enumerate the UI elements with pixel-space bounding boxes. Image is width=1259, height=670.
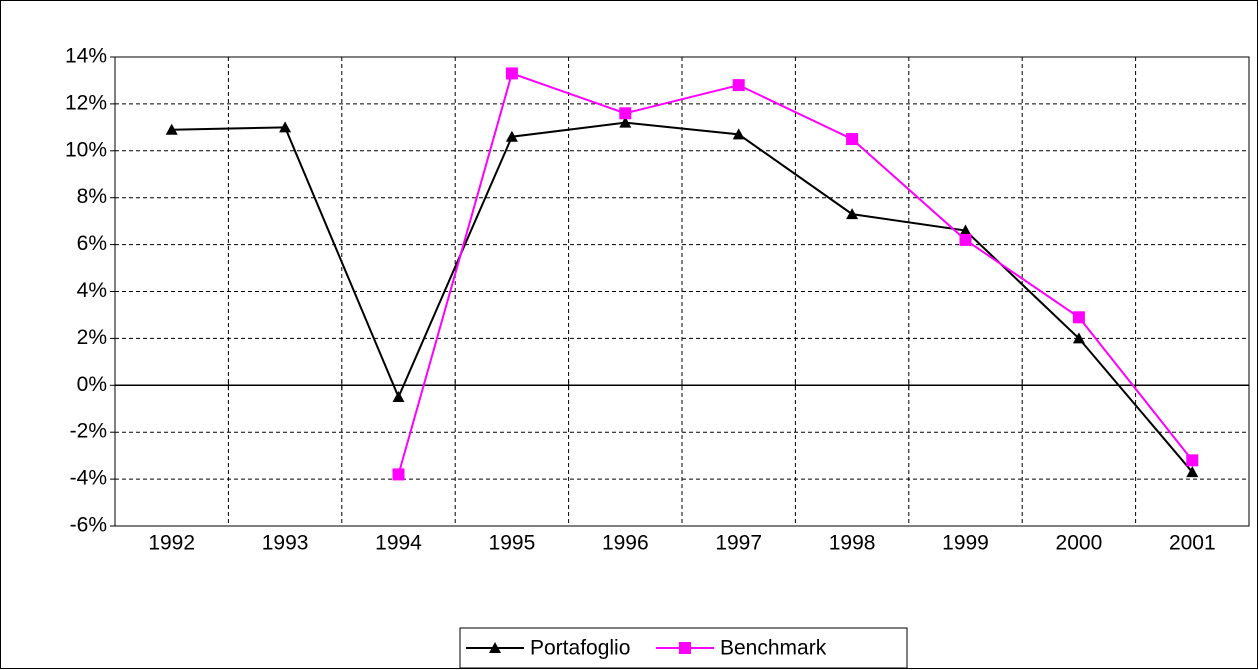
y-tick-label: 6% <box>77 232 107 255</box>
x-tick-label: 1996 <box>602 532 649 555</box>
data-point <box>732 128 745 140</box>
y-tick-label: -2% <box>70 420 107 443</box>
x-tick-label: 1997 <box>715 532 762 555</box>
plot-area <box>114 56 1250 527</box>
y-tick-label: 2% <box>77 326 107 349</box>
legend-label: Portafoglio <box>530 637 630 660</box>
y-tick-label: 10% <box>65 138 107 161</box>
y-tick-label: -4% <box>70 467 107 490</box>
y-tick-label: 4% <box>77 279 107 302</box>
x-tick-label: 1995 <box>489 532 536 555</box>
data-point <box>619 116 632 128</box>
legend-label: Benchmark <box>720 637 827 660</box>
y-tick-label: 0% <box>77 373 107 396</box>
y-tick-label: 8% <box>77 185 107 208</box>
x-tick-label: 2000 <box>1056 532 1103 555</box>
data-point <box>846 133 859 146</box>
data-point <box>619 107 632 120</box>
data-point <box>846 208 859 220</box>
x-tick-label: 2001 <box>1169 532 1216 555</box>
data-point <box>732 79 745 92</box>
data-point <box>1072 311 1085 324</box>
y-tick-label: -6% <box>70 514 107 537</box>
data-point <box>505 67 518 80</box>
x-tick-label: 1994 <box>375 532 422 555</box>
data-point <box>392 391 405 403</box>
data-point <box>1186 454 1199 467</box>
data-point <box>959 233 972 246</box>
y-tick-label: 14% <box>65 45 107 68</box>
data-point <box>1186 466 1199 478</box>
series-line <box>171 121 1194 473</box>
legend-marker <box>489 642 501 653</box>
data-point <box>505 130 518 142</box>
y-tick-label: 12% <box>65 91 107 114</box>
data-point <box>1072 332 1085 344</box>
data-point <box>392 468 405 481</box>
x-tick-label: 1992 <box>148 532 195 555</box>
data-point <box>165 123 178 135</box>
x-tick-label: 1993 <box>262 532 309 555</box>
x-tick-label: 1998 <box>829 532 876 555</box>
data-point <box>959 224 972 236</box>
series-line <box>397 72 1194 475</box>
x-tick-label: 1999 <box>942 532 989 555</box>
legend-marker <box>679 642 691 654</box>
data-point <box>279 121 292 133</box>
